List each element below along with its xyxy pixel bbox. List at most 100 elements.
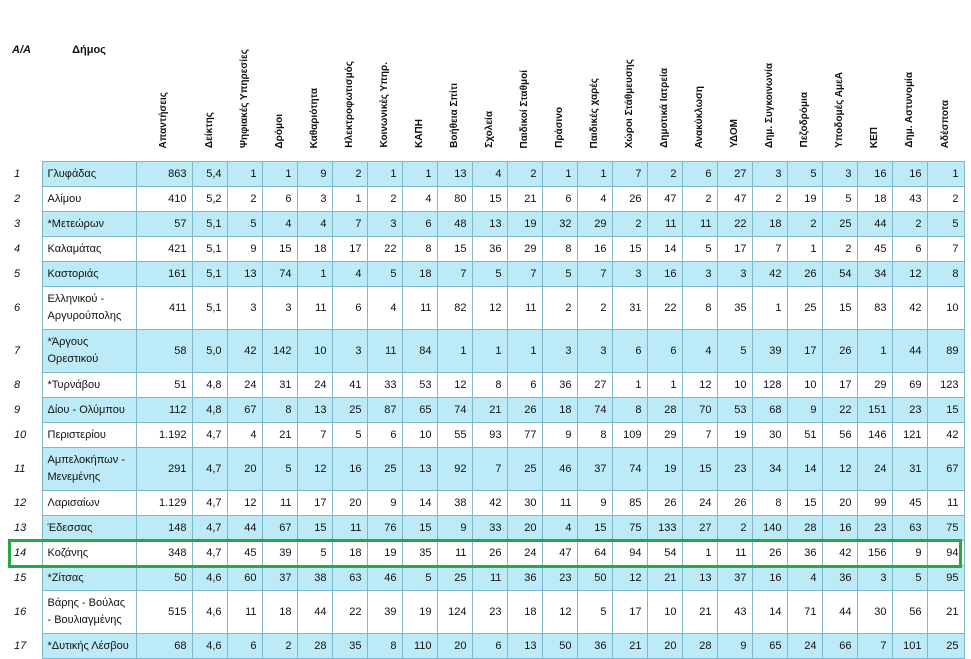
table-cell: 27 [681, 515, 718, 541]
column-header-label: Δημοτικά Ιατρεία [658, 68, 670, 148]
table-cell: 5 [226, 211, 263, 237]
table-cell: 4,7 [191, 422, 228, 448]
table-cell: 142 [261, 329, 298, 373]
table-cell: 5,1 [191, 261, 228, 287]
table-cell: 10 [646, 590, 683, 634]
table-cell: 15 [576, 515, 613, 541]
column-header: Πεζοδρόμια [787, 0, 822, 162]
table-cell: 26 [506, 397, 543, 423]
table-cell: 3 [821, 161, 858, 187]
table-cell: 75 [926, 515, 965, 541]
column-header-label: Υποδομές ΑμεΑ [833, 72, 845, 148]
table-cell: 15 [401, 515, 438, 541]
table-cell: 19 [646, 447, 683, 491]
table-cell: 35 [401, 540, 438, 566]
table-cell: 39 [261, 540, 298, 566]
table-cell: 12 [611, 565, 648, 591]
table-cell: 7 [576, 261, 613, 287]
column-header: Καθαριότητα [297, 0, 332, 162]
municipality-name: *Άργους Ορεστικού [41, 329, 137, 373]
table-cell: 1 [261, 161, 298, 187]
table-cell: 16 [751, 565, 788, 591]
table-cell: 92 [436, 447, 473, 491]
table-cell: 3 [226, 286, 263, 330]
row-number: 17 [6, 633, 42, 659]
table-row: 4 Καλαμάτας 421 5,1 9 15 18 17 22 8 15 36 29 8 16 15 14 5… [6, 236, 965, 262]
table-cell: 38 [436, 490, 473, 516]
table-cell: 1 [926, 161, 965, 187]
table-cell: 43 [716, 590, 753, 634]
table-cell: 50 [576, 565, 613, 591]
table-cell: 30 [751, 422, 788, 448]
row-number: 8 [6, 372, 42, 398]
table-cell: 7 [296, 422, 333, 448]
table-cell: 18 [401, 261, 438, 287]
table-cell: 15 [821, 286, 858, 330]
table-cell: 24 [681, 490, 718, 516]
table-cell: 53 [401, 372, 438, 398]
table-cell: 3 [856, 565, 893, 591]
table-cell: 148 [135, 515, 193, 541]
column-header: Πράσινο [542, 0, 577, 162]
municipality-name: *Μετεώρων [41, 211, 137, 237]
table-cell: 37 [716, 565, 753, 591]
table-cell: 1 [366, 161, 403, 187]
table-cell: 18 [751, 211, 788, 237]
table-cell: 12 [681, 372, 718, 398]
table-cell: 17 [821, 372, 858, 398]
table-cell: 70 [681, 397, 718, 423]
table-cell: 29 [856, 372, 893, 398]
table-cell: 60 [226, 565, 263, 591]
table-cell: 15 [926, 397, 965, 423]
table-cell: 15 [471, 186, 508, 212]
table-cell: 112 [135, 397, 193, 423]
table-cell: 10 [926, 286, 965, 330]
table-cell: 30 [506, 490, 543, 516]
table-cell: 4,7 [191, 540, 228, 566]
municipality-name: *Ζίτσας [41, 565, 137, 591]
table-cell: 42 [926, 422, 965, 448]
table-cell: 74 [611, 447, 648, 491]
table-cell: 8 [681, 286, 718, 330]
table-cell: 31 [891, 447, 928, 491]
table-cell: 5 [681, 236, 718, 262]
table-cell: 1 [646, 372, 683, 398]
row-number: 1 [6, 161, 42, 187]
table-cell: 71 [786, 590, 823, 634]
column-header-label: ΚΕΠ [868, 126, 880, 148]
table-cell: 42 [891, 286, 928, 330]
table-cell: 1 [226, 161, 263, 187]
table-cell: 4,6 [191, 633, 228, 659]
table-cell: 45 [226, 540, 263, 566]
table-cell: 68 [135, 633, 193, 659]
column-header: Βοήθεια Σπίτι [437, 0, 472, 162]
table-cell: 44 [891, 329, 928, 373]
table-cell: 8 [576, 422, 613, 448]
row-number: 2 [6, 186, 42, 212]
header-municipality: Δήμος [42, 0, 136, 162]
table-cell: 22 [366, 236, 403, 262]
table-cell: 77 [506, 422, 543, 448]
table-cell: 15 [436, 236, 473, 262]
table-cell: 51 [786, 422, 823, 448]
table-cell: 2 [226, 186, 263, 212]
column-header: Ψηφιακές Υπηρεσίες [227, 0, 262, 162]
table-cell: 42 [821, 540, 858, 566]
table-cell: 18 [541, 397, 578, 423]
table-cell: 1 [506, 329, 543, 373]
table-cell: 7 [471, 447, 508, 491]
table-cell: 2 [611, 211, 648, 237]
table-cell: 5,1 [191, 286, 228, 330]
table-cell: 47 [716, 186, 753, 212]
table-cell: 17 [716, 236, 753, 262]
municipality-name: Ελληνικού - Αργυρούπολης [41, 286, 137, 330]
table-cell: 58 [135, 329, 193, 373]
table-cell: 3 [366, 211, 403, 237]
table-cell: 21 [646, 565, 683, 591]
column-header-label: Δημ. Αστυνομία [903, 72, 915, 148]
row-number: 13 [6, 515, 42, 541]
table-cell: 76 [366, 515, 403, 541]
table-row: 7 *Άργους Ορεστικού 58 5,0 42 142 10 3 11 84 1 1 1 3 3… [6, 329, 965, 373]
table-cell: 13 [436, 161, 473, 187]
column-header: Σχολεία [472, 0, 507, 162]
